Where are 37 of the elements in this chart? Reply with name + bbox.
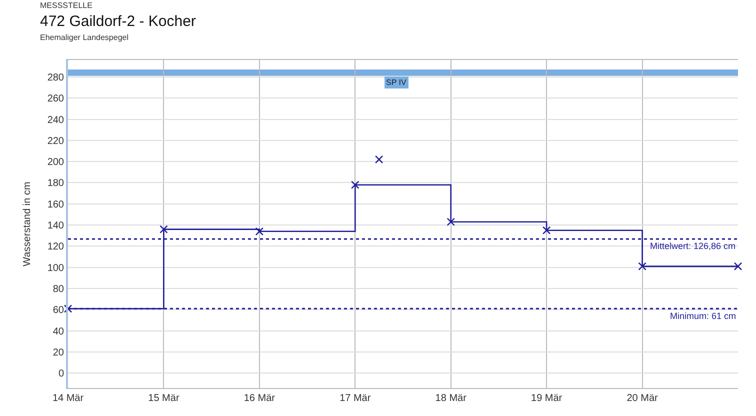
y-tick-label: 40: [52, 326, 64, 338]
x-tick-label: 20 Mär: [626, 393, 659, 404]
y-tick-label: 180: [47, 178, 64, 190]
y-tick-label: 80: [52, 284, 64, 296]
y-tick-label: 240: [47, 114, 64, 126]
y-tick-label: 200: [47, 157, 64, 168]
y-tick-label: 0: [58, 368, 64, 380]
y-axis-title: Wasserstand in cm: [22, 182, 33, 266]
y-tick-label: 160: [47, 199, 64, 210]
y-tick-label: 20: [52, 348, 64, 359]
chart-subtitle: Ehemaliger Landespegel: [40, 33, 129, 42]
text: MESSSTELLE: [40, 1, 92, 10]
x-tick-label: 14 Mär: [52, 393, 84, 404]
x-tick-label: 15 Mär: [148, 393, 180, 404]
x-tick-label: 16 Mär: [244, 393, 276, 404]
point: [255, 227, 264, 236]
y-tick-label: 100: [47, 262, 64, 274]
point: [734, 262, 742, 270]
y-tick-label: 260: [47, 94, 64, 105]
ref-line-label: Minimum: 61 cm: [670, 311, 736, 321]
band-label: SP IV: [386, 78, 407, 87]
x-tick-label: 17 Mär: [340, 393, 372, 404]
y-tick-label: 220: [47, 136, 64, 147]
y-tick-label: 280: [47, 72, 64, 84]
y-tick-label: 140: [47, 220, 64, 232]
y-tick-label: 60: [52, 305, 64, 316]
point: [160, 225, 168, 234]
y-tick-label: 120: [47, 242, 64, 253]
point: [446, 218, 455, 226]
x-tick-label: 18 Mär: [435, 393, 468, 404]
point: [64, 304, 72, 313]
point: [638, 262, 646, 270]
point: [351, 180, 360, 189]
point: [542, 226, 551, 234]
chart-title: 472 Gaildorf-2 - Kocher: [40, 13, 196, 30]
x-tick-label: 19 Mär: [531, 393, 563, 404]
ref-line-label: Mittelwert: 126,86 cm: [650, 241, 736, 251]
